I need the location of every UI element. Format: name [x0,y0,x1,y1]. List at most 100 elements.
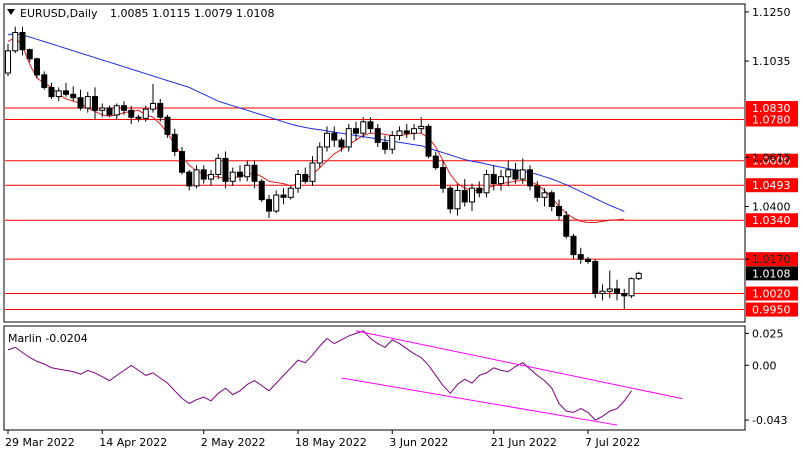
candle [490,165,497,191]
candle [389,130,396,154]
candle-body-down [251,164,258,182]
candle [570,233,577,260]
level-price-label: 0.9950 [752,304,791,317]
candle-body-down [353,128,359,134]
candle-body-down [534,185,541,198]
current-price-tag [746,266,798,281]
horizontal-levels [5,107,744,311]
candle [19,26,26,56]
collapse-triangle-icon[interactable] [7,9,15,15]
candle-body-down [527,169,533,187]
candle [208,169,214,186]
candle [440,160,446,193]
candle-body-up [142,108,149,119]
candle [55,87,62,102]
candle [186,169,193,191]
candle-body-down [157,102,164,118]
level-price-label: 1.0340 [752,214,791,227]
candle [77,89,84,111]
price-tick-label: 1.1250 [752,6,791,19]
candle-body-up [273,194,280,212]
candle-body-up [5,50,11,74]
candle-body-up [541,192,548,198]
candle-body-down [548,192,555,208]
candle-body-up [411,128,417,134]
candle [41,71,48,90]
candle [266,195,272,218]
candle [128,105,135,125]
candle-body-down [237,171,243,178]
candle [135,114,142,122]
candle [548,190,555,212]
level-price-tag [746,153,798,168]
date-label: 21 Jun 2022 [491,436,557,449]
candle-body-up [418,125,425,130]
oscillator [7,330,683,426]
level-price-label: 1.0600 [752,155,791,168]
candlesticks [5,26,642,310]
candle [345,124,352,152]
candle-body-up [150,102,156,110]
date-label: 14 Apr 2022 [99,436,167,449]
candle-body-down [382,141,388,150]
candle-body-down [592,260,599,295]
candle [48,82,55,99]
candle [5,43,11,76]
level-price-label: 1.0020 [752,288,791,301]
candle-body-up [193,169,200,187]
candle-body-down [128,109,135,118]
candle-body-down [556,206,562,217]
candle [476,181,483,198]
candle-body-down [200,169,207,180]
candle-body-down [614,288,620,295]
candle-body-down [121,105,127,111]
candle [454,183,461,216]
candle-body-down [26,49,33,60]
candle [447,185,454,214]
candle-body-up [99,107,106,111]
candle [84,92,91,113]
candle [498,169,504,191]
level-price-label: 1.0493 [752,179,791,192]
candle [99,103,106,118]
indicator-tick-label: 0.00 [752,359,777,372]
candle [331,126,338,147]
candle-body-up [309,162,316,182]
candle [577,247,584,264]
indicator-scale: 0.025 0.00 -0.043 [745,327,787,427]
candle [287,185,294,200]
candle [527,165,533,191]
candle-body-up [454,189,461,210]
candle-body-down [367,121,374,130]
level-price-label: 1.0170 [752,253,791,266]
candle [505,160,512,186]
candle-body-up [469,187,475,203]
candle [164,114,171,138]
candle-body-down [512,169,519,180]
candle [382,135,388,154]
candle-body-down [577,254,584,260]
price-tick-label: 1.1035 [752,55,791,68]
candle [614,279,620,301]
candle [237,165,243,182]
candle [425,124,432,159]
level-price-label: 1.0830 [752,102,791,115]
ohlc-readout: 1.0085 1.0115 1.0079 1.0108 [110,7,274,20]
candle [512,163,519,184]
candle [469,183,475,212]
candle [635,271,642,281]
candle-body-down [34,58,40,76]
candle [12,26,19,54]
candle [367,117,374,134]
candle [34,57,40,79]
date-label: 2 May 2022 [201,436,266,449]
candle-body-down [621,293,628,297]
candle-body-up [498,176,504,185]
indicator-label: Marlin -0.0204 [8,332,88,345]
candle-body-down [179,151,185,173]
candle-body-down [171,133,178,153]
candle-body-down [222,157,229,182]
